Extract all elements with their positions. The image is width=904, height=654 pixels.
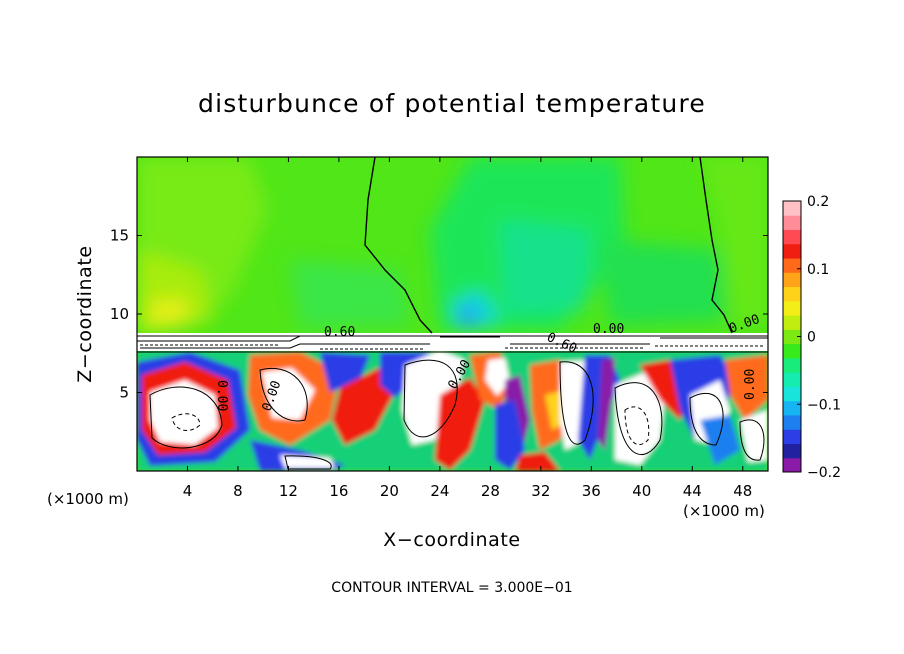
colorbar-swatch	[783, 400, 801, 416]
contour-line	[149, 386, 223, 449]
contour-label: 0.60	[324, 325, 355, 340]
colorbar-ticks: 0.2 0.1 0 −0.1 −0.2	[797, 194, 841, 481]
x-tick-label: 28	[481, 482, 500, 500]
lower-field-blob	[150, 380, 218, 445]
colorbar-tick-label: 0.2	[807, 194, 829, 210]
contour-label: 0.00	[593, 322, 624, 337]
colorbar-swatch	[783, 215, 801, 231]
lower-contours	[149, 359, 765, 470]
upper-field-patch	[500, 220, 590, 315]
colorbar-swatch	[783, 300, 801, 316]
y-tick-label: 10	[110, 305, 129, 323]
x-tick-label: 12	[279, 482, 298, 500]
lower-field-blob	[320, 352, 370, 392]
colorbar-swatch	[783, 357, 801, 373]
contour-line	[364, 157, 433, 334]
x-tick-label: 32	[531, 482, 550, 500]
contour-line	[559, 361, 594, 445]
contour-line	[284, 455, 332, 470]
upper-field-patch	[600, 240, 725, 325]
lower-field-blob	[740, 410, 768, 462]
x-axis-label: X−coordinate	[383, 529, 520, 551]
colorbar-swatch	[783, 386, 801, 402]
y-axis-label: Z−coordinate	[74, 245, 96, 382]
x-tick-label: 16	[329, 482, 348, 500]
contour-line	[403, 359, 458, 438]
x-tick-label: 36	[582, 482, 601, 500]
colorbar-swatch	[783, 258, 801, 273]
colorbar-swatch	[783, 343, 801, 359]
lower-field-blob	[485, 358, 510, 396]
lower-field-blob	[615, 370, 665, 465]
colorbar-swatch	[783, 457, 801, 473]
contour-line	[614, 382, 663, 456]
upper-field-patch	[150, 298, 190, 328]
colorbar-swatch	[783, 286, 801, 302]
contour-line	[689, 392, 724, 446]
colorbar-tick-label: 0	[807, 330, 816, 346]
colorbar-swatch	[783, 201, 801, 216]
x-tick-label: 4	[183, 482, 193, 500]
lower-field-blob	[725, 355, 768, 420]
lower-field-blob	[402, 350, 465, 445]
plot-area	[137, 157, 768, 471]
colorbar-swatch	[783, 329, 801, 345]
x-tick-label: 8	[233, 482, 243, 500]
chart-title: disturbunce of potential temperature	[198, 89, 706, 118]
contour-line	[739, 419, 765, 461]
colorbar-swatch	[783, 243, 801, 259]
lower-field-blob	[515, 452, 560, 471]
x-tick-label: 48	[733, 482, 752, 500]
lower-field-blob	[495, 400, 525, 470]
contour-line	[624, 406, 650, 446]
upper-field-patch	[458, 302, 480, 328]
lower-field-blob	[280, 455, 335, 468]
y-tick-label: 15	[110, 227, 129, 245]
x-axis-ticks: 4 8 12 16 20 24 28 32 36 40 44 48	[183, 157, 752, 500]
lower-field-blob	[700, 415, 740, 465]
contour-interval-note: CONTOUR INTERVAL = 3.000E−01	[331, 580, 572, 596]
lower-field-blob	[435, 378, 485, 470]
contour-line	[171, 413, 201, 431]
colorbar-swatch	[783, 443, 801, 459]
y-axis-ticks: 5 10 15	[110, 227, 768, 402]
y-tick-label: 5	[119, 384, 129, 402]
x-tick-label: 20	[380, 482, 399, 500]
colorbar-tick-label: −0.1	[807, 397, 841, 413]
lower-field-blob	[262, 368, 315, 420]
colorbar-swatch	[783, 272, 801, 288]
colorbar-tick-label: −0.2	[807, 465, 841, 481]
colorbar-swatch	[783, 429, 801, 444]
y-unit-label: (×1000 m)	[683, 502, 765, 520]
inversion-band-contours	[140, 344, 765, 350]
contour-line	[259, 368, 308, 422]
contour-label: 0.00	[214, 380, 229, 411]
colorbar-swatch	[783, 372, 801, 387]
colorbar-swatch	[783, 229, 801, 245]
upper-field-patch	[700, 157, 768, 325]
contour-label: 0.00	[743, 369, 758, 400]
colorbar-swatch	[783, 315, 801, 330]
inversion-band-contours	[137, 335, 768, 353]
upper-field-patch	[290, 260, 410, 328]
x-tick-label: 40	[632, 482, 651, 500]
colorbar-swatch	[783, 414, 801, 430]
colorbar-tick-label: 0.1	[807, 262, 829, 278]
x-unit-label: (×1000 m)	[47, 490, 129, 508]
x-tick-label: 24	[430, 482, 449, 500]
inversion-band	[137, 333, 768, 353]
upper-field	[137, 157, 768, 335]
lower-field-blob	[598, 358, 615, 450]
contour-lines	[364, 157, 733, 334]
x-tick-label: 44	[683, 482, 702, 500]
contour-line	[699, 157, 733, 334]
